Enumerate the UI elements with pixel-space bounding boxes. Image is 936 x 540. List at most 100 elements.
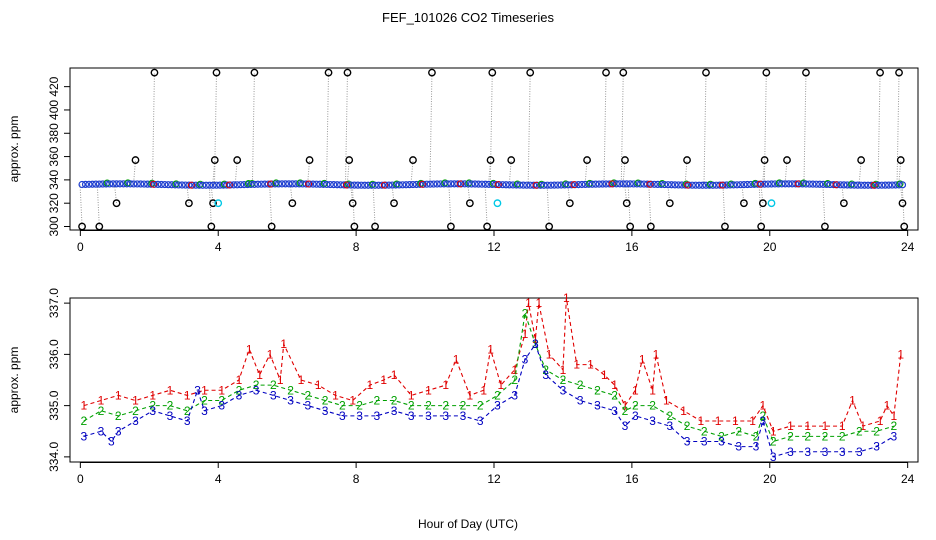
baseline-point — [840, 181, 848, 189]
baseline-point — [116, 180, 124, 188]
baseline-point — [405, 181, 414, 189]
series-1-point: 1 — [697, 414, 704, 428]
series-2-point: 2 — [80, 414, 87, 428]
series-2-line — [83, 313, 895, 443]
series-3-point: 3 — [787, 445, 794, 459]
series-3-point: 3 — [149, 404, 156, 418]
baseline-point — [740, 181, 748, 189]
baseline-point — [126, 180, 134, 188]
baseline-point — [767, 180, 776, 188]
baseline-point — [168, 181, 176, 189]
series-1-point: 1 — [298, 373, 305, 387]
baseline-point — [550, 181, 558, 189]
series-3-point: 3 — [770, 450, 777, 464]
series-3-point: 3 — [167, 409, 174, 423]
series-3-point: 3 — [236, 388, 243, 402]
baseline-point — [323, 180, 331, 189]
flag-connector — [151, 72, 155, 185]
baseline-point — [509, 181, 517, 189]
x-tick-label: 8 — [353, 240, 360, 254]
baseline-point — [778, 180, 786, 188]
baseline-point — [530, 181, 538, 189]
baseline-point — [557, 181, 565, 189]
baseline-point — [736, 181, 745, 189]
baseline-point — [819, 180, 827, 188]
flag-connector — [722, 184, 726, 227]
baseline-point-red — [494, 181, 502, 189]
baseline-point — [705, 181, 714, 189]
flag-point — [345, 156, 354, 164]
baseline-point — [233, 181, 241, 189]
flag-connector — [784, 160, 788, 185]
flag-point — [665, 199, 674, 208]
flag-point — [895, 68, 903, 77]
baseline-point — [399, 181, 407, 189]
flag-point — [621, 156, 629, 164]
baseline-point — [423, 180, 431, 188]
flag-point — [526, 68, 535, 77]
baseline-point — [598, 180, 607, 188]
series-1-point: 1 — [315, 378, 322, 392]
baseline-point — [140, 180, 148, 188]
flag-connector — [877, 72, 881, 185]
baseline-point — [540, 181, 548, 189]
flag-connector — [448, 184, 452, 227]
x-tick-label: 24 — [901, 472, 915, 486]
baseline-point — [288, 180, 296, 188]
series-3-point: 3 — [542, 368, 549, 382]
baseline-point — [147, 180, 155, 188]
baseline-point — [178, 181, 186, 189]
series-1-point: 1 — [218, 383, 225, 397]
baseline-point — [850, 181, 858, 189]
series-3-point: 3 — [666, 419, 673, 433]
baseline-point — [809, 180, 817, 188]
baseline-point — [254, 180, 262, 188]
flag-point — [78, 222, 86, 231]
series-2-point: 2 — [701, 424, 708, 438]
flag-connector — [584, 160, 588, 185]
series-2-point: 2 — [542, 363, 549, 377]
flag-point — [390, 199, 398, 208]
series-1-point: 1 — [787, 419, 794, 433]
y-tick-label: 336.0 — [47, 339, 61, 369]
baseline-point — [592, 180, 600, 188]
series-3-point: 3 — [735, 440, 742, 454]
baseline-point — [588, 180, 596, 188]
series-2-point: 2 — [253, 378, 260, 392]
series-2-point: 2 — [787, 429, 794, 443]
baseline-point — [626, 180, 634, 188]
series-2-point: 2 — [287, 383, 294, 397]
baseline-point — [633, 180, 641, 188]
baseline-point — [574, 180, 583, 189]
x-tick-label: 0 — [77, 472, 84, 486]
series-3-point: 3 — [873, 440, 880, 454]
flag-point — [622, 199, 631, 208]
x-tick-label: 12 — [487, 240, 501, 254]
series-2-point: 2 — [622, 404, 629, 418]
baseline-point — [547, 181, 555, 189]
series-3-point: 3 — [442, 409, 449, 423]
baseline-point — [857, 181, 865, 189]
flag-point — [185, 199, 193, 208]
flag-point — [646, 222, 655, 231]
flag-connector — [703, 72, 707, 185]
cyan-point — [767, 199, 776, 208]
baseline-point — [206, 181, 214, 189]
flag-point — [267, 222, 276, 231]
baseline-point — [309, 180, 317, 188]
x-tick-label: 16 — [625, 240, 639, 254]
series-3-point: 3 — [80, 429, 87, 443]
panel1-plot-area — [78, 68, 909, 231]
series-1-point: 1 — [522, 327, 529, 341]
flag-point — [112, 199, 121, 208]
baseline-point-red — [608, 180, 616, 188]
baseline-point — [616, 180, 624, 188]
baseline-point — [585, 180, 593, 188]
series-1-point: 1 — [601, 368, 608, 382]
baseline-point — [747, 180, 755, 189]
series-3-point: 3 — [760, 414, 767, 428]
baseline-point — [554, 181, 562, 189]
flag-point — [757, 222, 766, 231]
baseline-point-red — [718, 181, 726, 189]
baseline-point — [664, 181, 672, 189]
